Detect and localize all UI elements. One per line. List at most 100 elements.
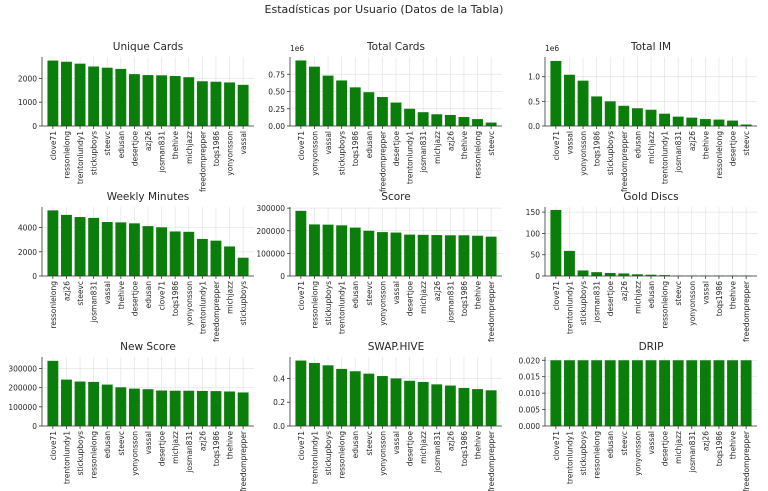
- x-tick-label: michjazz: [419, 431, 428, 464]
- bar: [564, 250, 575, 276]
- bar: [485, 236, 497, 276]
- bar: [101, 384, 113, 426]
- y-tick-label: 2000: [18, 74, 37, 83]
- bar: [156, 75, 168, 126]
- x-tick-label: josman831: [674, 131, 683, 174]
- bar: [618, 360, 630, 426]
- subplot-title: Total IM: [630, 41, 671, 53]
- x-tick-label: edusan: [633, 131, 642, 159]
- x-tick-label: ressonlelong: [715, 131, 724, 179]
- bar: [363, 373, 375, 426]
- x-tick-label: ressonlelong: [62, 131, 71, 179]
- bar: [550, 209, 562, 276]
- x-tick-label: michjazz: [185, 131, 194, 164]
- y-tick-label: 0.005: [519, 406, 541, 415]
- bar: [47, 60, 59, 126]
- bar: [47, 210, 59, 276]
- x-tick-label: vassal: [392, 281, 401, 305]
- subplot-title: New Score: [120, 341, 176, 353]
- y-tick-label: 0.020: [519, 356, 541, 365]
- x-tick-label: toqs1986: [715, 281, 724, 317]
- x-tick-label: desertjoe: [406, 431, 415, 467]
- bar: [631, 274, 643, 276]
- bar: [196, 238, 208, 276]
- bar: [672, 116, 684, 126]
- x-tick-label: edusan: [351, 281, 360, 309]
- bar: [645, 274, 657, 276]
- y-tick-label: 0.5: [528, 97, 540, 106]
- bar: [631, 360, 643, 426]
- x-tick-label: azj26: [144, 131, 153, 151]
- bar: [322, 365, 334, 426]
- x-tick-label: desertjoe: [130, 281, 139, 317]
- bar: [61, 61, 72, 126]
- y-tick-label: 100000: [256, 249, 285, 258]
- bar: [210, 240, 222, 276]
- bar: [210, 81, 222, 126]
- x-tick-label: michjazz: [226, 281, 235, 314]
- y-tick-label: 100: [526, 229, 541, 238]
- bar: [363, 92, 375, 126]
- bar: [349, 227, 361, 276]
- bar: [183, 231, 195, 276]
- bar: [417, 112, 429, 126]
- x-tick-label: thehive: [729, 281, 738, 310]
- x-tick-label: thehive: [460, 131, 469, 160]
- bar: [577, 270, 589, 276]
- bar: [740, 124, 752, 126]
- x-tick-label: stickupboys: [338, 131, 347, 175]
- bar: [309, 66, 320, 126]
- x-tick-label: yonyonsson: [378, 281, 387, 326]
- x-tick-label: stickupboys: [76, 431, 85, 475]
- bar: [485, 122, 497, 126]
- y-tick-label: 0.2: [273, 398, 285, 407]
- bar: [349, 87, 361, 126]
- x-tick-label: vassal: [701, 281, 710, 305]
- x-tick-label: desertjoe: [606, 281, 615, 317]
- y-tick-label: 0.50: [268, 88, 285, 97]
- x-tick-label: yonyonsson: [310, 131, 319, 176]
- x-tick-label: vassal: [239, 131, 248, 155]
- y-tick-label: 0: [535, 272, 540, 281]
- bar: [577, 80, 589, 126]
- bar: [472, 235, 483, 276]
- bar: [458, 235, 470, 276]
- bar: [88, 217, 100, 276]
- x-tick-label: toqs1986: [715, 431, 724, 467]
- bar: [183, 77, 195, 126]
- x-tick-label: clove71: [552, 431, 561, 461]
- x-tick-label: azj26: [620, 281, 629, 301]
- x-tick-label: freedomprepper: [487, 430, 496, 491]
- x-tick-label: freedomprepper: [742, 430, 751, 491]
- x-tick-label: steevc: [620, 431, 629, 456]
- x-tick-label: vassal: [565, 131, 574, 155]
- bar: [404, 380, 416, 426]
- bar: [128, 223, 140, 276]
- bar: [142, 75, 154, 126]
- x-tick-label: clove71: [297, 131, 306, 161]
- bar: [237, 392, 249, 426]
- bar: [183, 390, 195, 426]
- x-tick-label: edusan: [647, 281, 656, 309]
- bar: [61, 214, 72, 276]
- x-tick-label: freedomprepper: [239, 430, 248, 491]
- bar: [564, 360, 575, 426]
- bar: [295, 210, 307, 276]
- y-tick-label: 0.25: [268, 105, 285, 114]
- y-tick-label: 200000: [8, 384, 37, 393]
- bar: [224, 246, 235, 276]
- x-tick-label: edusan: [365, 131, 374, 159]
- bar: [210, 391, 222, 426]
- x-tick-label: steevc: [365, 281, 374, 306]
- bar: [686, 360, 698, 426]
- x-tick-label: trentonlundy1: [76, 131, 85, 184]
- x-tick-label: vassal: [144, 431, 153, 455]
- x-tick-label: toqs1986: [212, 131, 221, 167]
- bar: [309, 224, 320, 276]
- subplot-title: Score: [381, 191, 410, 203]
- subplot-title: Total Cards: [366, 41, 425, 53]
- x-tick-label: yonyonsson: [579, 131, 588, 176]
- subplot-4: Weekly Minutes 0 2000 4000 ressonlelong azj26…: [18, 191, 254, 342]
- bar: [376, 376, 388, 426]
